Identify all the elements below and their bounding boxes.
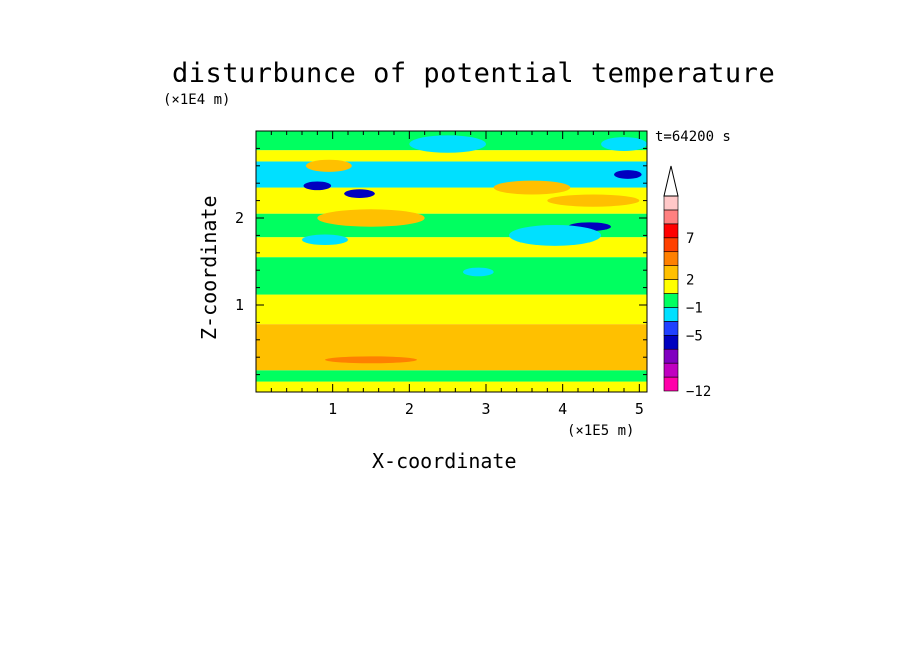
plot-frame: [255, 130, 648, 393]
x-axis-label: X-coordinate: [372, 449, 517, 473]
colorbar-swatch-13: [663, 195, 679, 211]
contour-band-9: [256, 150, 647, 162]
colorbar-swatch-0: [663, 376, 679, 392]
x-tick-label: 4: [558, 400, 567, 418]
colorbar-swatch-12: [663, 209, 679, 225]
colorbar-swatch-6: [663, 293, 679, 308]
chart-title: disturbunce of potential temperature: [172, 58, 776, 89]
x-unit-label: (×1E5 m): [567, 423, 635, 439]
contour-blob-7: [305, 159, 352, 172]
colorbar-label: −5: [686, 328, 703, 344]
contour-blob-13: [601, 137, 647, 152]
colorbar: 7 2 −1 −5 −12: [663, 165, 711, 400]
x-tick-label: 1: [328, 400, 337, 418]
colorbar-swatch-3: [663, 334, 679, 350]
colorbar-label: −1: [686, 300, 703, 316]
contour-blob-9: [493, 180, 571, 195]
y-tick-label: 1: [235, 296, 244, 314]
colorbar-swatch-8: [663, 265, 679, 280]
contour-blob-5: [463, 267, 494, 277]
contour-field: [256, 131, 647, 392]
x-axis: 1 2 3 4 5: [270, 131, 644, 418]
colorbar-swatch-10: [663, 237, 679, 253]
colorbar-swatch-9: [663, 251, 679, 266]
colorbar-swatch-4: [663, 321, 679, 336]
colorbar-swatch-2: [663, 348, 679, 364]
contour-blob-1: [344, 189, 375, 198]
colorbar-swatch-5: [663, 307, 679, 322]
contour-blob-11: [325, 356, 417, 364]
contour-blob-0: [303, 181, 332, 191]
y-tick-label: 2: [235, 209, 244, 227]
x-tick-label: 3: [481, 400, 490, 418]
colorbar-label: 2: [686, 273, 694, 289]
colorbar-swatch-7: [663, 279, 679, 294]
colorbar-extend-arrow: [663, 165, 679, 197]
contour-blob-8: [317, 209, 425, 227]
contour-blob-3: [614, 170, 642, 179]
time-annotation: t=64200 s: [655, 129, 731, 145]
contour-blob-10: [547, 194, 640, 207]
contour-band-0: [256, 381, 647, 392]
y-unit-label: (×1E4 m): [163, 92, 231, 108]
contour-band-2: [256, 324, 647, 371]
contour-blob-12: [409, 135, 486, 153]
contour-blob-4: [302, 234, 348, 245]
colorbar-swatch-11: [663, 223, 679, 239]
x-tick-label: 5: [635, 400, 644, 418]
contour-blob-6: [509, 224, 601, 246]
contour-band-3: [256, 294, 647, 325]
colorbar-swatch-1: [663, 362, 679, 378]
x-tick-label: 2: [405, 400, 414, 418]
colorbar-label: 7: [686, 231, 694, 247]
contour-band-4: [256, 257, 647, 295]
y-axis: 12: [235, 147, 647, 376]
colorbar-label: −12: [686, 384, 711, 400]
contour-band-1: [256, 370, 647, 382]
